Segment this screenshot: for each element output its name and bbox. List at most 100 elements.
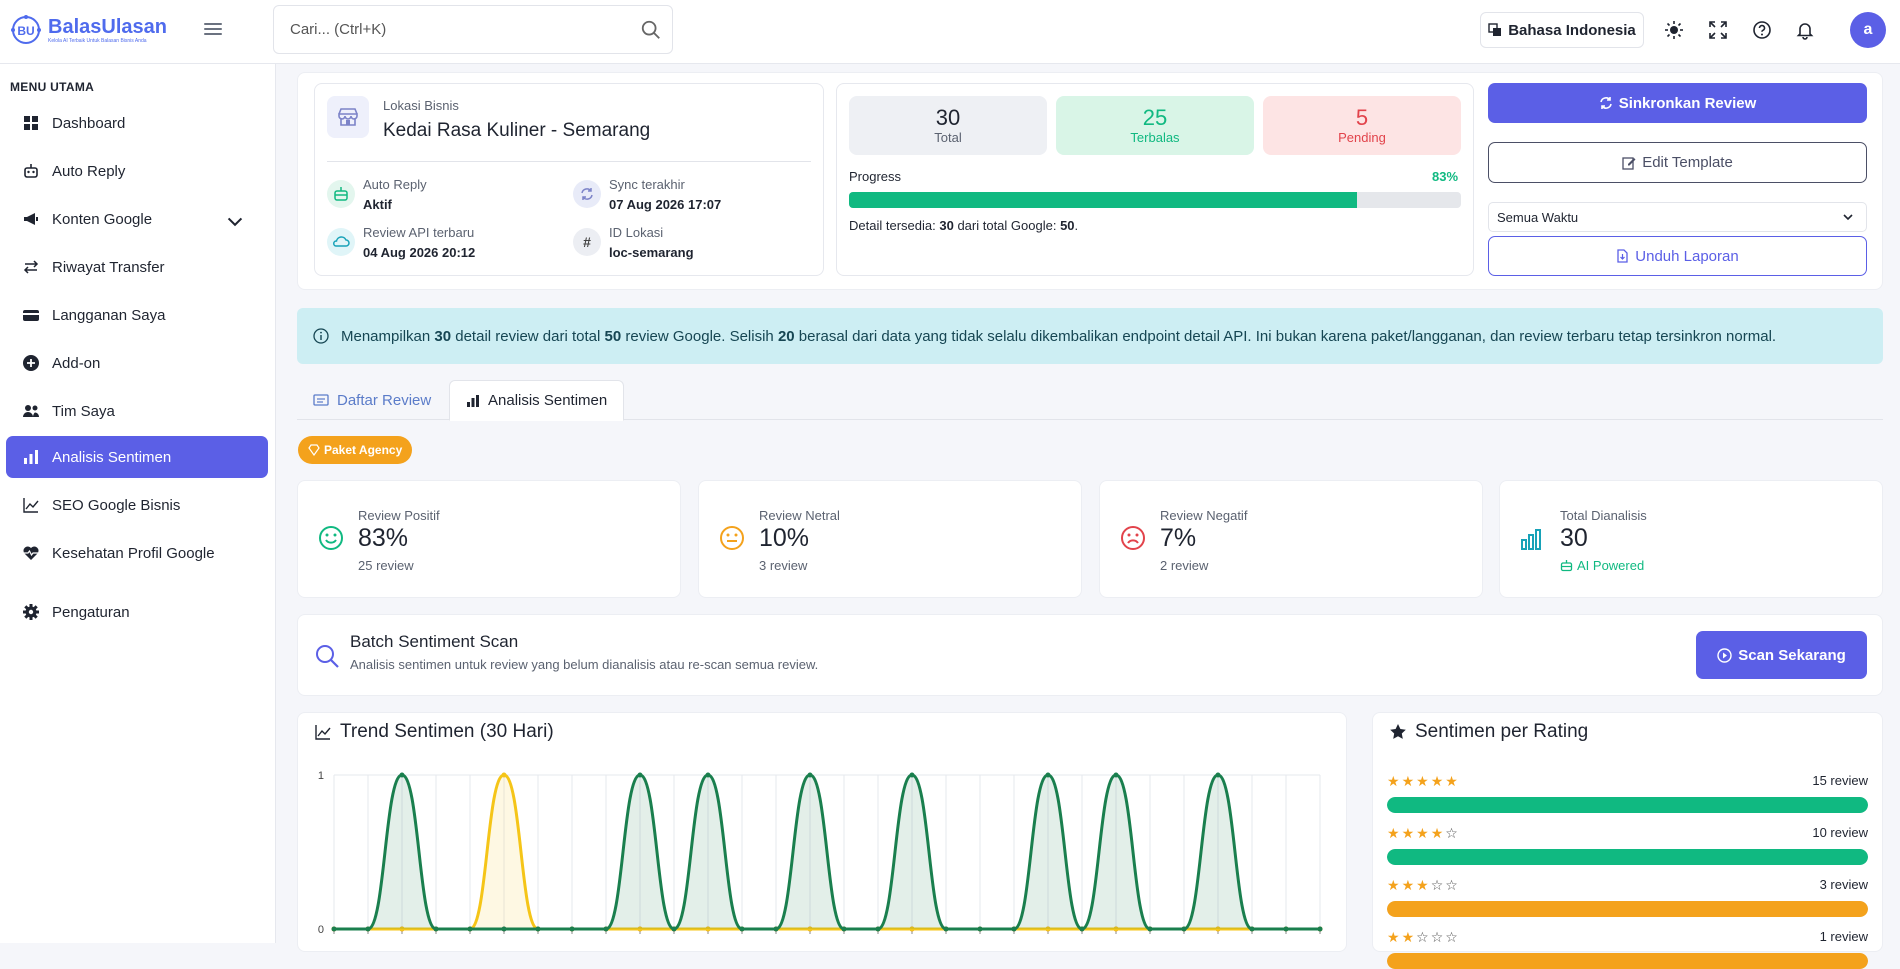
sentiment-sub: 3 review (759, 558, 808, 573)
card-icon (23, 310, 39, 321)
sidebar-item-label: Riwayat Transfer (52, 258, 165, 276)
app-logo[interactable]: BU BalasUlasan Kelola AI Terbaik Untuk B… (10, 14, 167, 46)
fullscreen-icon[interactable] (1708, 20, 1728, 40)
bar-chart-icon (467, 394, 479, 407)
data-point (841, 926, 847, 932)
stat-pending: 5 Pending (1263, 96, 1461, 155)
sentiment-title: Total Dianalisis (1560, 508, 1647, 523)
sentiment-sub: 2 review (1160, 558, 1209, 573)
search-icon[interactable] (640, 19, 662, 41)
top-bar: BU BalasUlasan Kelola AI Terbaik Untuk B… (0, 0, 1900, 64)
batch-scan-card: Batch Sentiment Scan Analisis sentimen u… (297, 614, 1883, 696)
sun-icon[interactable] (1664, 20, 1684, 40)
info-text: Menampilkan 30 detail review dari total … (341, 328, 1776, 345)
id-label: ID Lokasi (609, 225, 664, 240)
info-alert: Menampilkan 30 detail review dari total … (297, 308, 1883, 364)
search-input[interactable] (274, 6, 614, 53)
data-point (1215, 772, 1221, 778)
divider (327, 161, 811, 162)
avatar[interactable]: a (1850, 12, 1886, 48)
data-point (773, 926, 779, 932)
star-filled-icon: ★ (1401, 773, 1416, 789)
sidebar-item-konten-google[interactable]: Konten Google (6, 198, 268, 240)
sidebar-item-label: Pengaturan (52, 603, 130, 621)
sidebar-item-dashboard[interactable]: Dashboard (6, 102, 268, 144)
star-filled-icon: ★ (1401, 877, 1416, 893)
stat-total-label: Total (934, 130, 962, 145)
data-point (1215, 926, 1221, 932)
robot-icon (327, 180, 355, 208)
data-point (501, 926, 507, 932)
stat-pending-value: 5 (1355, 105, 1369, 130)
star-rating: ★ ★ ★ ★ ★ (1387, 773, 1868, 790)
app-tagline: Kelola AI Terbaik Untuk Balasan Bisnis A… (48, 37, 147, 44)
data-point (1079, 926, 1085, 932)
sidebar-item-riwayat-transfer[interactable]: Riwayat Transfer (6, 246, 268, 288)
scan-now-button[interactable]: Scan Sekarang (1696, 631, 1867, 679)
menu-toggle-icon[interactable] (204, 20, 222, 36)
data-point (909, 772, 915, 778)
sidebar-item-label: Auto Reply (52, 162, 126, 180)
rating-row: ★ ★ ★ ★ ★ 15 review (1387, 773, 1868, 813)
tab-analisis-sentimen[interactable]: Analisis Sentimen (449, 380, 625, 421)
smile-icon (319, 526, 343, 550)
trend-chart: 10 (318, 770, 1323, 936)
sync-review-button[interactable]: Sinkronkan Review (1488, 83, 1867, 123)
sidebar-item-label: Dashboard (52, 114, 126, 132)
chevron-down-icon[interactable] (226, 212, 244, 230)
data-point (1045, 926, 1051, 932)
rating-bar-fill (1387, 797, 1868, 813)
sidebar-item-tim-saya[interactable]: Tim Saya (6, 390, 268, 432)
data-point (909, 926, 915, 932)
star-empty-icon: ☆ (1430, 929, 1445, 945)
arrows-icon (23, 260, 39, 274)
grid-icon (24, 116, 38, 130)
data-point (807, 772, 813, 778)
stat-replied-label: Terbalas (1130, 130, 1180, 145)
bell-icon[interactable] (1795, 20, 1815, 40)
period-select[interactable]: Semua Waktu (1488, 202, 1867, 232)
sidebar-item-seo[interactable]: SEO Google Bisnis (6, 484, 268, 526)
star-filled-icon: ★ (1416, 877, 1430, 893)
sidebar-heading: MENU UTAMA (10, 80, 95, 94)
data-point (807, 926, 813, 932)
location-label: Lokasi Bisnis (383, 98, 459, 113)
tab-daftar-review[interactable]: Daftar Review (297, 380, 447, 421)
series-line (333, 773, 1320, 931)
sidebar: MENU UTAMA Dashboard Auto Reply Konten G… (0, 64, 276, 943)
sidebar-item-kesehatan-profil[interactable]: Kesehatan Profil Google (6, 532, 268, 574)
edit-template-button[interactable]: Edit Template (1488, 142, 1867, 183)
language-button[interactable]: Bahasa Indonesia (1480, 12, 1644, 48)
scan-now-label: Scan Sekarang (1738, 646, 1846, 664)
stat-pending-label: Pending (1338, 130, 1386, 145)
sidebar-item-pengaturan[interactable]: Pengaturan (6, 591, 268, 633)
help-icon[interactable] (1752, 20, 1772, 40)
sentiment-sub: 25 review (358, 558, 414, 573)
rating-bar (1387, 797, 1868, 813)
sidebar-item-add-on[interactable]: Add-on (6, 342, 268, 384)
rating-count: 1 review (1819, 929, 1868, 944)
download-report-button[interactable]: Unduh Laporan (1488, 236, 1867, 276)
sidebar-item-langganan[interactable]: Langganan Saya (6, 294, 268, 336)
translate-icon (1488, 23, 1502, 36)
id-value: loc-semarang (609, 245, 694, 260)
sidebar-item-label: Langganan Saya (52, 306, 166, 324)
data-point (637, 926, 643, 932)
sidebar-item-label: SEO Google Bisnis (52, 496, 181, 514)
info-part: review Google. Selisih (625, 327, 774, 345)
bar-chart-icon (24, 450, 38, 464)
sidebar-item-analisis-sentimen[interactable]: Analisis Sentimen (6, 436, 268, 478)
data-point (467, 926, 473, 932)
rating-row: ★ ★ ☆ ☆ ☆ 1 review (1387, 929, 1868, 969)
svg-text:BU: BU (17, 24, 34, 38)
app-name: BalasUlasan (48, 15, 167, 38)
tab-bar: Daftar Review Analisis Sentimen (297, 380, 1883, 421)
sidebar-item-auto-reply[interactable]: Auto Reply (6, 150, 268, 192)
sidebar-item-label: Tim Saya (52, 402, 115, 420)
auto-reply-label: Auto Reply (363, 177, 427, 192)
detail-end: . (1074, 218, 1079, 233)
data-point (433, 926, 439, 932)
star-filled-icon: ★ (1430, 773, 1445, 789)
refresh-icon (1599, 97, 1612, 109)
chevron-down-icon (1843, 214, 1853, 221)
